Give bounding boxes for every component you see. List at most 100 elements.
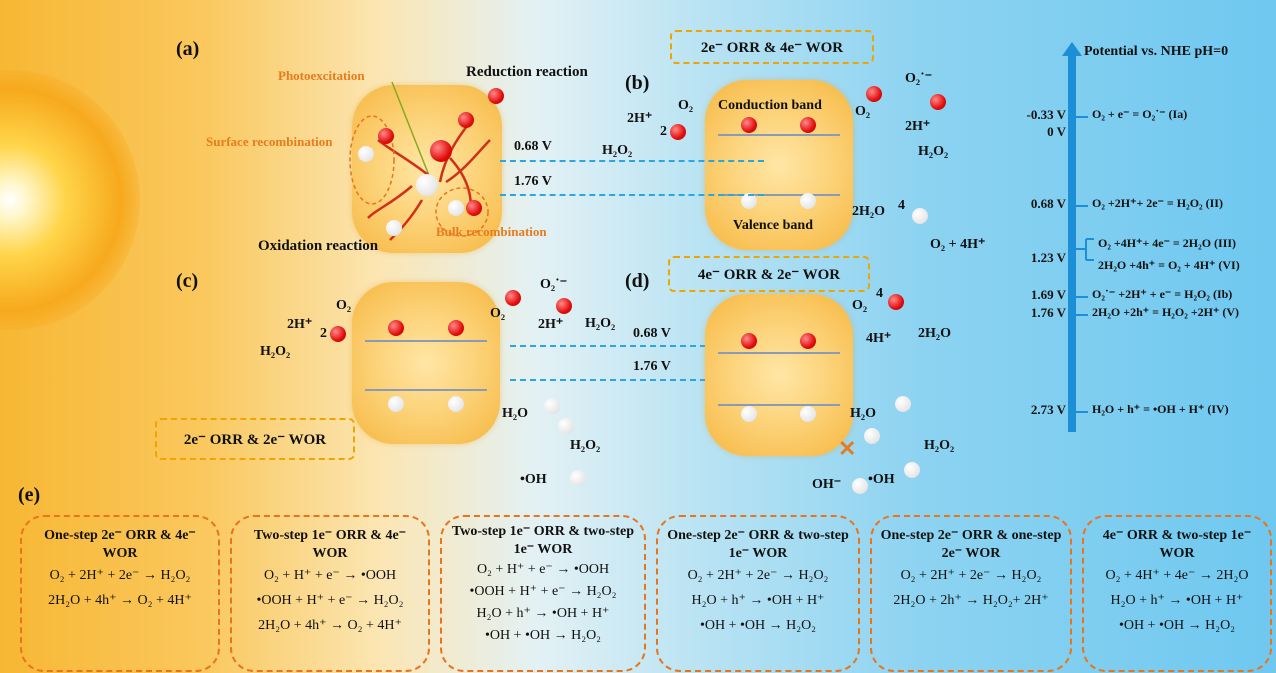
- electron-icon: [741, 333, 757, 349]
- potential-value: 1.76 V: [1010, 305, 1066, 321]
- cross-icon: ✕: [838, 436, 856, 462]
- electron-icon: [388, 320, 404, 336]
- potential-equation: H₂O + h⁺ = •OH + H⁺ (IV): [1092, 402, 1229, 417]
- potential-row: 0 V: [1010, 124, 1270, 144]
- pathway-title: One-step 2e⁻ ORR & two-step 1e⁻ WOR: [658, 527, 858, 563]
- potential-row: 2.73 V H₂O + h⁺ = •OH + H⁺ (IV): [1010, 402, 1270, 422]
- electron-icon: [800, 333, 816, 349]
- photocatalyst-particle-c: [352, 282, 500, 444]
- valence-band-label: Valence band: [733, 218, 813, 234]
- pathway-box: One-step 2e⁻ ORR & one-step 2e⁻ WOR O₂ +…: [870, 515, 1072, 672]
- species-2h2o: 2H₂O: [852, 204, 885, 220]
- potential-line-068: [500, 160, 764, 162]
- panel-label-c: (c): [176, 270, 198, 293]
- species-o2-4h: O₂ + 4H⁺: [930, 236, 985, 253]
- electron-icon: [800, 117, 816, 133]
- hole-icon: [544, 398, 560, 414]
- electron-icon: [448, 320, 464, 336]
- potential-line-176: [500, 194, 764, 196]
- photocatalyst-particle-d: [705, 294, 853, 456]
- pathway-box: 4e⁻ ORR & two-step 1e⁻ WOR O₂ + 4H⁺ + 4e…: [1082, 515, 1272, 672]
- species-coef-4: 4: [876, 286, 883, 302]
- hole-icon: [448, 396, 464, 412]
- electron-icon: [330, 326, 346, 342]
- pathway-equation: O₂ + 2H⁺ + 2e⁻ → H₂O₂: [658, 563, 858, 588]
- hole-icon: [800, 193, 816, 209]
- potential-equation: O₂ + e⁻ = O₂˙⁻ (Ia): [1092, 107, 1187, 122]
- pathway-title: Two-step 1e⁻ ORR & two-step 1e⁻ WOR: [442, 523, 644, 559]
- panel-b-title-box: 2e⁻ ORR & 4e⁻ WOR: [670, 30, 874, 64]
- potential-label-068: 0.68 V: [633, 326, 671, 342]
- species-2h: 2H⁺: [538, 316, 563, 333]
- panel-label-a: (a): [176, 38, 199, 61]
- pathway-box: One-step 2e⁻ ORR & 4e⁻ WOR O₂ + 2H⁺ + 2e…: [20, 515, 220, 672]
- potential-value: 0 V: [1010, 124, 1066, 140]
- species-hydroxyl-radical: •OH: [868, 472, 895, 488]
- electron-icon: [458, 112, 474, 128]
- electron-icon: [888, 294, 904, 310]
- pathway-title: One-step 2e⁻ ORR & 4e⁻ WOR: [22, 527, 218, 563]
- species-o2: O₂: [678, 98, 693, 114]
- species-h2o2: H₂O₂: [918, 144, 948, 160]
- oxidation-label: Oxidation reaction: [258, 238, 378, 255]
- pathway-equation: H₂O + h⁺ → •OH + H⁺: [442, 603, 644, 625]
- species-coef-2: 2: [320, 326, 327, 342]
- pathway-equation: 2H₂O + 4h⁺ → O₂ + 4H⁺: [22, 588, 218, 613]
- valence-band-line: [365, 389, 487, 391]
- species-2h: 2H⁺: [627, 110, 652, 127]
- potential-row: 0.68 V O₂ +2H⁺+ 2e⁻ = H₂O₂ (II): [1010, 196, 1270, 216]
- species-hydroxyl-radical: •OH: [520, 472, 547, 488]
- hole-icon: [448, 200, 464, 216]
- photoexcitation-label: Photoexcitation: [278, 68, 365, 84]
- potential-equation: O₂ +4H⁺+ 4e⁻ = 2H₂O (III): [1098, 236, 1236, 251]
- species-o2: O₂: [852, 298, 867, 314]
- hole-icon: [388, 396, 404, 412]
- panel-d-title-box: 4e⁻ ORR & 2e⁻ WOR: [668, 256, 870, 292]
- electron-icon: [430, 140, 452, 162]
- hole-icon: [864, 428, 880, 444]
- pathway-title: 4e⁻ ORR & two-step 1e⁻ WOR: [1084, 527, 1270, 563]
- hole-icon: [852, 478, 868, 494]
- hole-icon: [358, 146, 374, 162]
- pathway-equation: O₂ + 2H⁺ + 2e⁻ → H₂O₂: [22, 563, 218, 588]
- potential-value: 0.68 V: [1010, 196, 1066, 212]
- species-o2: O₂: [336, 298, 351, 314]
- hole-icon: [912, 208, 928, 224]
- hole-icon: [570, 470, 586, 486]
- species-h2o: H₂O: [850, 406, 876, 422]
- hole-icon: [800, 406, 816, 422]
- potential-equation: 2H₂O +4h⁺ = O₂ + 4H⁺ (VI): [1098, 258, 1240, 273]
- potential-value: 1.23 V: [1010, 250, 1066, 266]
- potential-label-176: 1.76 V: [514, 174, 552, 190]
- electron-icon: [930, 94, 946, 110]
- potential-axis-title: Potential vs. NHE pH=0: [1084, 44, 1228, 60]
- potential-equation: O₂˙⁻ +2H⁺ + e⁻ = H₂O₂ (Ib): [1092, 287, 1232, 302]
- pathway-equation: H₂O + h⁺ → •OH + H⁺: [658, 588, 858, 613]
- surface-recombination-label: Surface recombination: [206, 134, 333, 150]
- pathway-box: Two-step 1e⁻ ORR & two-step 1e⁻ WOR O₂ +…: [440, 515, 646, 672]
- species-h2o2: H₂O₂: [602, 143, 632, 159]
- pathway-box: One-step 2e⁻ ORR & two-step 1e⁻ WOR O₂ +…: [656, 515, 860, 672]
- hole-icon: [558, 418, 574, 434]
- species-2h2o: 2H₂O: [918, 326, 951, 342]
- electron-icon: [488, 88, 504, 104]
- hole-icon: [741, 406, 757, 422]
- species-hydroxide: OH⁻: [812, 476, 841, 493]
- electron-icon: [556, 298, 572, 314]
- potential-value: 1.69 V: [1010, 287, 1066, 303]
- pathway-box: Two-step 1e⁻ ORR & 4e⁻ WOR O₂ + H⁺ + e⁻ …: [230, 515, 430, 672]
- species-h2o: H₂O: [502, 406, 528, 422]
- electron-icon: [466, 200, 482, 216]
- potential-row: 1.76 V 2H₂O +2h⁺ = H₂O₂ +2H⁺ (V): [1010, 305, 1270, 325]
- species-h2o2: H₂O₂: [924, 438, 954, 454]
- species-2h: 2H⁺: [287, 316, 312, 333]
- pathway-equation: •OH + •OH → H₂O₂: [442, 625, 644, 647]
- pathway-equation: O₂ + H⁺ + e⁻ → •OOH: [442, 559, 644, 581]
- conduction-band-line: [718, 352, 840, 354]
- conduction-band-line: [365, 340, 487, 342]
- potential-value: -0.33 V: [1010, 107, 1066, 123]
- reduction-label: Reduction reaction: [466, 64, 588, 81]
- potential-row: 1.69 V O₂˙⁻ +2H⁺ + e⁻ = H₂O₂ (Ib): [1010, 287, 1270, 307]
- pathway-title: Two-step 1e⁻ ORR & 4e⁻ WOR: [232, 527, 428, 563]
- electron-icon: [505, 290, 521, 306]
